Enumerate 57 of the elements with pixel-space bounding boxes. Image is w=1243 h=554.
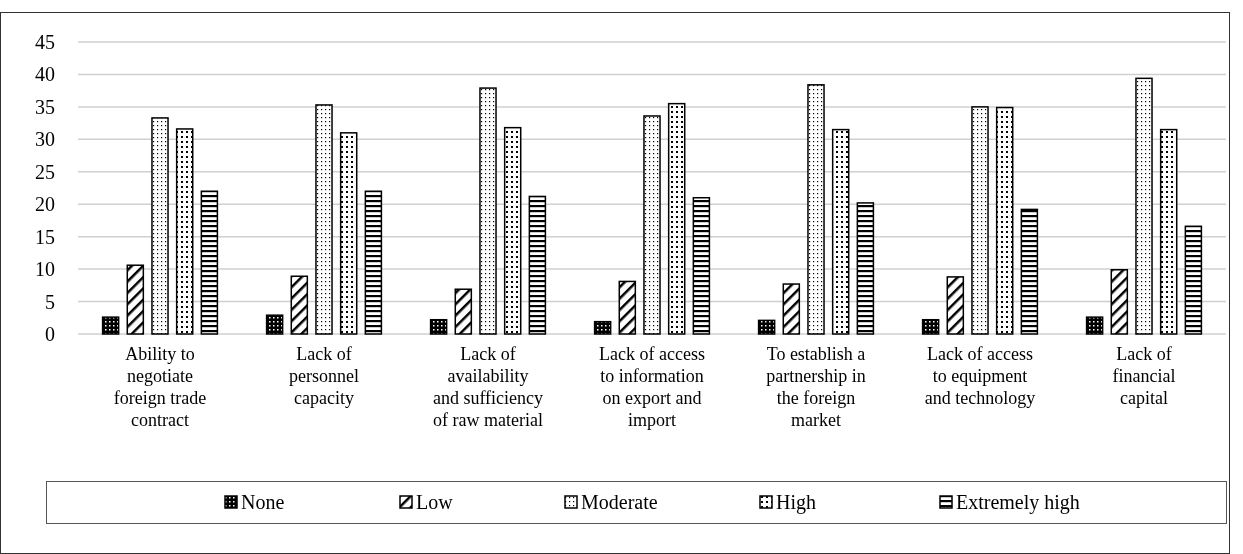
x-tick-label: Lack of financial capital xyxy=(1112,344,1176,408)
y-tick-label: 5 xyxy=(45,290,55,313)
bar xyxy=(921,318,940,335)
bar xyxy=(364,190,383,335)
legend-label: Extremely high xyxy=(956,491,1080,514)
bar xyxy=(667,102,686,335)
bar xyxy=(503,126,522,335)
bar xyxy=(1085,316,1104,335)
legend-label: High xyxy=(776,491,816,514)
y-tick-label: 30 xyxy=(35,128,55,151)
y-tick-label: 15 xyxy=(35,225,55,248)
bar xyxy=(643,115,661,335)
bar xyxy=(339,132,358,335)
x-tick-label: Lack of access to equipment and technology xyxy=(924,344,1036,408)
bar xyxy=(315,104,333,335)
bar xyxy=(479,87,497,335)
bar xyxy=(101,316,120,335)
bar xyxy=(807,84,825,335)
bar xyxy=(971,106,989,335)
y-tick-label: 10 xyxy=(35,258,55,281)
x-tick-label: Lack of personnel capacity xyxy=(289,344,359,408)
bar xyxy=(1020,208,1039,335)
bar xyxy=(618,280,637,335)
bar xyxy=(1110,269,1129,335)
y-tick-label: 45 xyxy=(35,31,55,53)
bar xyxy=(593,320,612,335)
x-tick-label: Lack of availability and sufficiency of raw material xyxy=(432,344,544,430)
x-tick-label: Lack of access to information on export and import xyxy=(599,344,705,430)
y-tick-label: 0 xyxy=(45,323,55,345)
bar xyxy=(692,196,711,335)
x-tick-label: To establish a partnership in the foreign market xyxy=(766,344,866,430)
bar xyxy=(528,195,547,335)
bar xyxy=(265,314,284,335)
bar xyxy=(831,128,850,335)
bar xyxy=(995,106,1014,335)
y-tick-label: 25 xyxy=(35,160,55,183)
bar xyxy=(454,288,473,335)
y-tick-label: 35 xyxy=(35,95,55,118)
bar xyxy=(782,283,801,335)
y-tick-label: 40 xyxy=(35,63,55,86)
bar xyxy=(946,276,965,335)
bar xyxy=(200,190,219,335)
bar xyxy=(126,264,145,335)
bar xyxy=(175,128,194,335)
y-tick-label: 20 xyxy=(35,193,55,216)
bar xyxy=(429,318,448,335)
bar xyxy=(1184,225,1203,335)
bar xyxy=(856,202,875,335)
bar xyxy=(151,117,169,335)
bar xyxy=(290,275,309,335)
legend-label: Moderate xyxy=(581,491,658,513)
legend-label: Low xyxy=(416,491,454,513)
bar xyxy=(757,319,776,335)
legend-label: None xyxy=(241,491,285,513)
bar xyxy=(1135,77,1153,335)
x-tick-label: Ability to negotiate foreign trade contract xyxy=(113,344,207,430)
bar xyxy=(1159,128,1178,335)
